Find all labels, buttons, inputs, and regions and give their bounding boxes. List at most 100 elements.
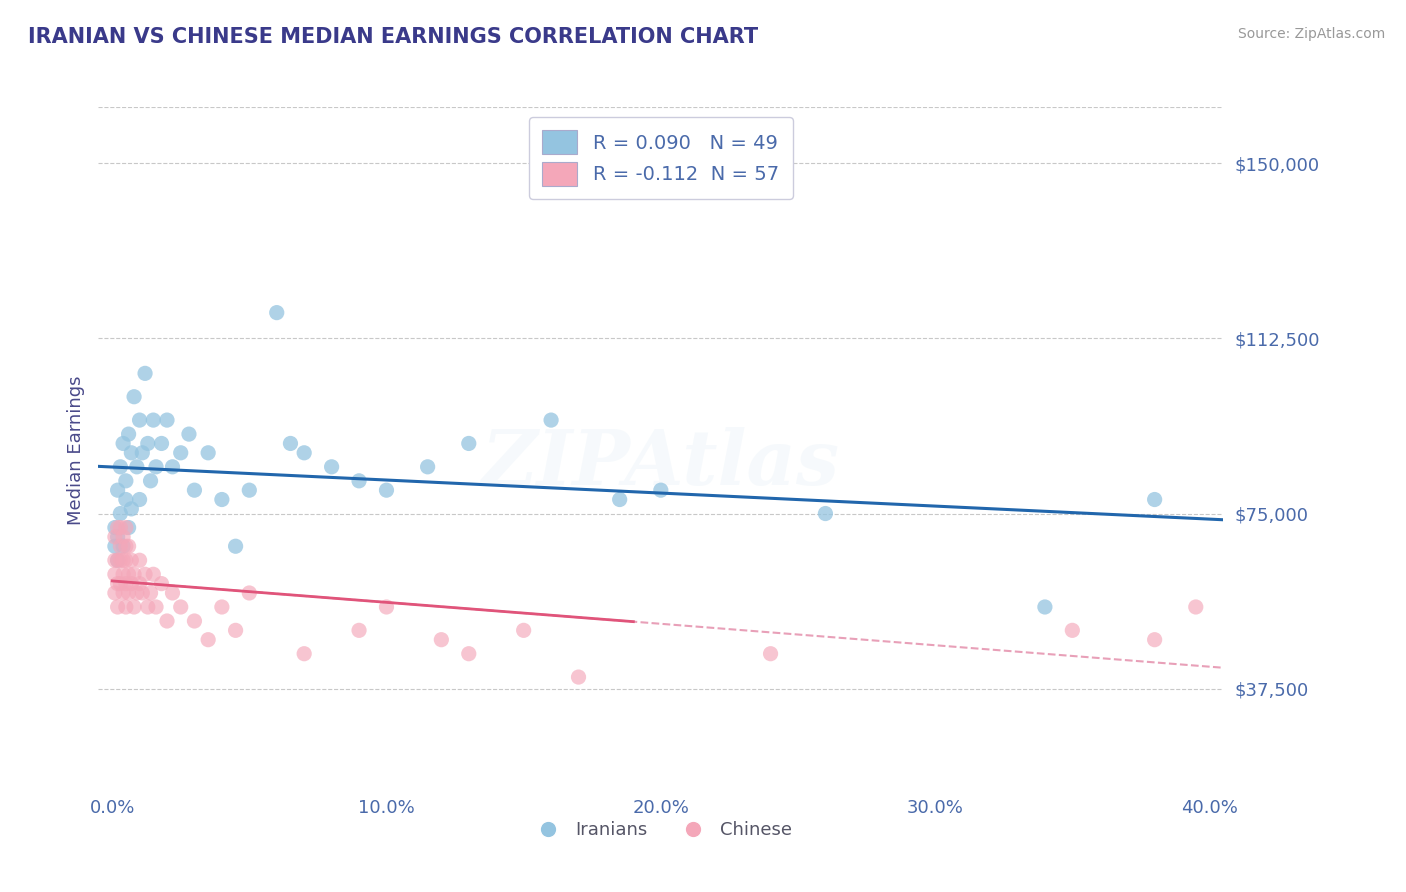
Point [131, 586, 153, 600]
Point [145, 459, 167, 474]
Point [540, 413, 562, 427]
Point [122, 567, 145, 582]
Point [112, 567, 135, 582]
Point [107, 553, 129, 567]
Point [170, 599, 193, 614]
Point [136, 436, 159, 450]
Text: IRANIAN VS CHINESE MEDIAN EARNINGS CORRELATION CHART: IRANIAN VS CHINESE MEDIAN EARNINGS CORRE… [28, 27, 758, 46]
Point [125, 459, 148, 474]
Point [238, 586, 260, 600]
Point [107, 530, 129, 544]
Point [430, 632, 453, 647]
Point [120, 553, 142, 567]
Point [120, 501, 142, 516]
Point [142, 413, 165, 427]
Point [1143, 492, 1166, 507]
Point [321, 459, 343, 474]
Text: Source: ZipAtlas.com: Source: ZipAtlas.com [1237, 27, 1385, 41]
Point [115, 553, 138, 567]
Point [211, 599, 233, 614]
Point [115, 576, 138, 591]
Point [183, 483, 205, 498]
Point [177, 427, 200, 442]
Point [347, 474, 370, 488]
Point [139, 586, 162, 600]
Point [128, 576, 150, 591]
Point [115, 520, 138, 534]
Point [134, 567, 156, 582]
Point [162, 586, 184, 600]
Point [139, 474, 162, 488]
Point [112, 530, 135, 544]
Legend: Iranians, Chinese: Iranians, Chinese [523, 814, 799, 847]
Point [375, 599, 398, 614]
Point [416, 459, 439, 474]
Point [110, 539, 132, 553]
Point [104, 539, 127, 553]
Point [117, 520, 139, 534]
Point [117, 427, 139, 442]
Point [759, 647, 782, 661]
Point [104, 567, 127, 582]
Point [292, 647, 315, 661]
Point [162, 459, 184, 474]
Point [142, 567, 165, 582]
Point [115, 474, 138, 488]
Point [1062, 624, 1084, 638]
Point [115, 539, 138, 553]
Point [110, 459, 132, 474]
Point [107, 553, 129, 567]
Point [183, 614, 205, 628]
Point [225, 624, 247, 638]
Point [347, 624, 370, 638]
Point [104, 553, 127, 567]
Point [117, 539, 139, 553]
Point [117, 586, 139, 600]
Point [170, 446, 193, 460]
Point [122, 390, 145, 404]
Point [457, 436, 479, 450]
Point [107, 599, 129, 614]
Point [197, 632, 219, 647]
Point [110, 507, 132, 521]
Point [156, 413, 179, 427]
Point [117, 567, 139, 582]
Point [292, 446, 315, 460]
Text: ZIPAtlas: ZIPAtlas [482, 427, 839, 501]
Point [112, 586, 135, 600]
Point [238, 483, 260, 498]
Point [197, 446, 219, 460]
Point [110, 520, 132, 534]
Point [375, 483, 398, 498]
Point [115, 492, 138, 507]
Point [150, 436, 173, 450]
Point [280, 436, 302, 450]
Point [104, 586, 127, 600]
Point [120, 446, 142, 460]
Point [211, 492, 233, 507]
Point [122, 599, 145, 614]
Y-axis label: Median Earnings: Median Earnings [66, 376, 84, 525]
Point [107, 576, 129, 591]
Point [104, 530, 127, 544]
Point [1033, 599, 1056, 614]
Point [567, 670, 589, 684]
Point [112, 436, 135, 450]
Point [128, 492, 150, 507]
Point [128, 553, 150, 567]
Point [115, 599, 138, 614]
Point [814, 507, 837, 521]
Point [266, 305, 288, 319]
Point [107, 520, 129, 534]
Point [156, 614, 179, 628]
Point [110, 553, 132, 567]
Point [134, 367, 156, 381]
Point [1143, 632, 1166, 647]
Point [650, 483, 672, 498]
Point [609, 492, 631, 507]
Point [131, 446, 153, 460]
Point [125, 586, 148, 600]
Point [225, 539, 247, 553]
Point [112, 553, 135, 567]
Point [107, 483, 129, 498]
